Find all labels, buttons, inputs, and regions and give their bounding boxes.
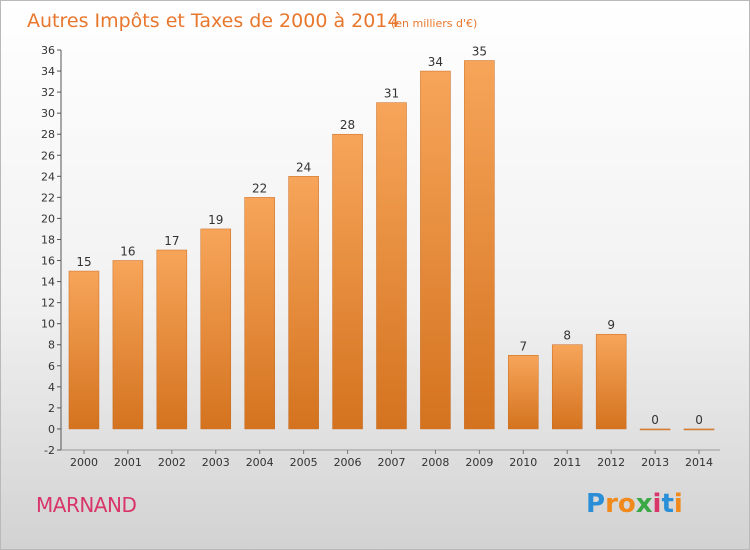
x-tick-label: 2012 bbox=[597, 456, 625, 469]
y-tick-label: 34 bbox=[41, 65, 55, 78]
logo-letter: t bbox=[661, 489, 674, 519]
data-label-2003: 19 bbox=[208, 213, 223, 227]
data-label-2011: 8 bbox=[563, 329, 571, 343]
data-label-2007: 31 bbox=[384, 87, 399, 101]
bar-2001 bbox=[112, 260, 144, 430]
y-tick-label: 8 bbox=[48, 339, 55, 352]
y-tick-label: 4 bbox=[48, 381, 55, 394]
x-tick-label: 2006 bbox=[334, 456, 362, 469]
data-label-2010: 7 bbox=[519, 339, 527, 353]
bar-2000 bbox=[68, 270, 100, 430]
y-tick-label: 28 bbox=[41, 128, 55, 141]
y-tick-label: 30 bbox=[41, 107, 55, 120]
x-tick-label: 2005 bbox=[290, 456, 318, 469]
y-tick-label: 20 bbox=[41, 212, 55, 225]
y-tick-label: 24 bbox=[41, 170, 55, 183]
bar-2014 bbox=[683, 428, 715, 431]
bar-2009 bbox=[464, 60, 495, 430]
y-tick-label: 36 bbox=[41, 44, 55, 57]
y-tick-label: 32 bbox=[41, 86, 55, 99]
bar-2010 bbox=[508, 355, 539, 430]
x-tick-label: 2003 bbox=[202, 456, 230, 469]
data-label-2000: 15 bbox=[76, 255, 91, 269]
y-tick-label: 0 bbox=[48, 423, 55, 436]
x-tick-label: 2011 bbox=[553, 456, 581, 469]
data-label-2005: 24 bbox=[296, 160, 311, 174]
y-tick-label: 18 bbox=[41, 233, 55, 246]
data-label-2014: 0 bbox=[695, 413, 703, 427]
data-label-2002: 17 bbox=[164, 234, 179, 248]
bar-2012 bbox=[595, 333, 627, 430]
y-tick-label: -2 bbox=[44, 444, 55, 457]
bar-2006 bbox=[332, 133, 363, 430]
y-tick-label: 16 bbox=[41, 255, 55, 268]
commune-name: MARNAND bbox=[36, 493, 137, 517]
data-label-2013: 0 bbox=[651, 413, 659, 427]
y-tick-label: 26 bbox=[41, 149, 55, 162]
data-label-2006: 28 bbox=[340, 118, 355, 132]
y-tick-label: 6 bbox=[48, 360, 55, 373]
x-tick-label: 2001 bbox=[114, 456, 142, 469]
x-tick-label: 2009 bbox=[465, 456, 493, 469]
bar-2013 bbox=[639, 428, 671, 431]
y-tick-label: 10 bbox=[41, 318, 55, 331]
bar-2011 bbox=[551, 344, 583, 430]
data-label-2004: 22 bbox=[252, 181, 267, 195]
x-tick-label: 2007 bbox=[378, 456, 406, 469]
logo-letter: i bbox=[652, 489, 662, 519]
y-tick-label: 2 bbox=[48, 402, 55, 415]
x-tick-label: 2000 bbox=[70, 456, 98, 469]
x-tick-label: 2014 bbox=[685, 456, 713, 469]
logo-letter: P bbox=[586, 489, 606, 519]
y-tick-label: 22 bbox=[41, 191, 55, 204]
data-label-2008: 34 bbox=[428, 55, 443, 69]
y-tick-label: 12 bbox=[41, 297, 55, 310]
bar-2005 bbox=[288, 176, 319, 430]
logo-letter: r bbox=[605, 489, 618, 519]
bar-2004 bbox=[244, 197, 275, 430]
x-tick-label: 2002 bbox=[158, 456, 186, 469]
x-tick-label: 2004 bbox=[246, 456, 274, 469]
logo-letter: o bbox=[617, 489, 636, 519]
data-label-2012: 9 bbox=[607, 318, 615, 332]
bar-2007 bbox=[376, 102, 407, 430]
y-tick-label: 14 bbox=[41, 276, 55, 289]
bars bbox=[68, 60, 715, 431]
bar-2002 bbox=[156, 249, 188, 430]
x-tick-label: 2010 bbox=[509, 456, 537, 469]
chart-subtitle: (en milliers d'€) bbox=[391, 17, 477, 30]
data-label-2009: 35 bbox=[472, 45, 487, 59]
x-tick-label: 2013 bbox=[641, 456, 669, 469]
bar-2003 bbox=[200, 228, 232, 430]
bar-2008 bbox=[420, 70, 451, 430]
proxiti-logo: Proxiti bbox=[586, 489, 683, 519]
data-labels: 15 16 17 19 22 24 28 31 34 35 7 8 9 0 0 bbox=[76, 45, 703, 427]
logo-letter: i bbox=[673, 489, 683, 519]
logo-letter: x bbox=[635, 489, 653, 519]
x-tick-label: 2008 bbox=[421, 456, 449, 469]
chart-title: Autres Impôts et Taxes de 2000 à 2014 bbox=[27, 10, 400, 32]
data-label-2001: 16 bbox=[120, 245, 135, 259]
